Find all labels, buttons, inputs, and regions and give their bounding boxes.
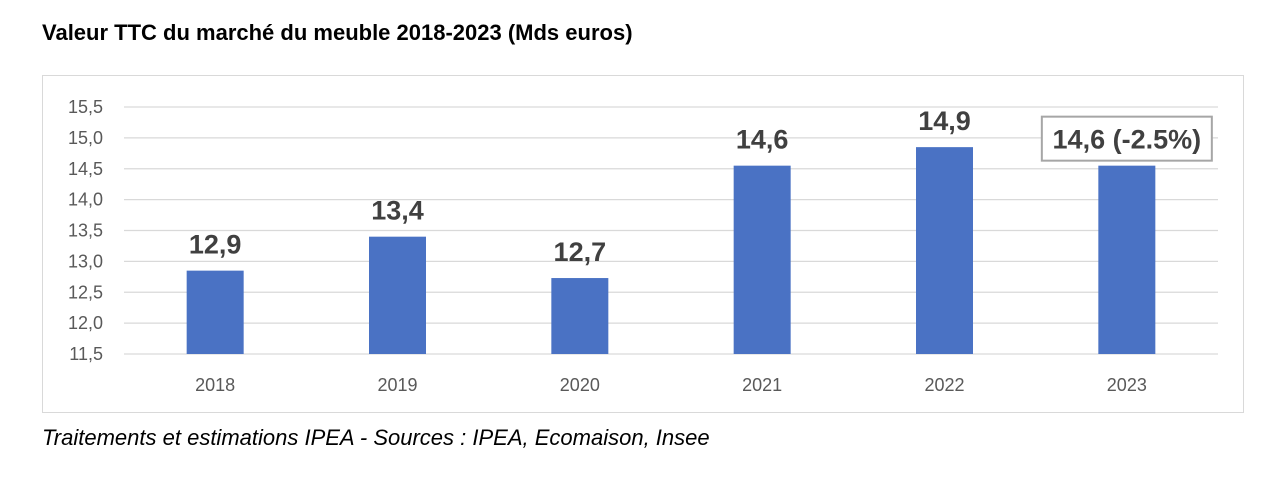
bar-2018 (186, 270, 244, 354)
y-tick-label: 11,5 (69, 344, 103, 364)
bar-2021 (733, 165, 791, 354)
x-tick-label: 2019 (377, 375, 417, 395)
y-tick-label: 13,5 (68, 221, 103, 241)
y-axis-ticks: 11,5 12,0 12,5 13,0 13,5 14,0 14,5 15,0 15,5 (68, 97, 103, 364)
bar-2019 (369, 236, 426, 354)
y-tick-label: 14,5 (68, 159, 103, 179)
x-axis-ticks: 2018 2019 2020 2021 2022 2023 (195, 375, 1147, 395)
x-tick-label: 2023 (1107, 375, 1147, 395)
x-tick-label: 2018 (195, 375, 235, 395)
data-label-2018: 12,9 (189, 230, 242, 260)
source-note: Traitements et estimations IPEA - Source… (42, 425, 710, 450)
x-tick-label: 2021 (742, 375, 782, 395)
y-tick-label: 12,5 (68, 282, 103, 302)
y-tick-label: 15,0 (68, 128, 103, 148)
x-tick-label: 2022 (924, 375, 964, 395)
y-tick-label: 13,0 (68, 251, 103, 271)
gridlines (124, 106, 1218, 355)
bars (186, 147, 1156, 354)
data-label-box (1040, 115, 1213, 162)
data-label-2020: 12,7 (554, 237, 607, 267)
y-tick-label: 14,0 (68, 190, 103, 210)
data-label-2021: 14,6 (736, 125, 789, 155)
data-label-2023: 14,6 (-2.5%) (1053, 125, 1202, 155)
bar-2020 (551, 278, 609, 354)
chart-title: Valeur TTC du marché du meuble 2018-2023… (42, 20, 633, 45)
y-tick-label: 12,0 (68, 313, 103, 333)
data-label-2022: 14,9 (918, 106, 971, 136)
bar-2022 (916, 147, 973, 354)
data-labels: 12,9 13,4 12,7 14,6 14,9 14,6 (-2.5%) (189, 106, 1213, 267)
x-tick-label: 2020 (560, 375, 600, 395)
data-label-2019: 13,4 (371, 196, 424, 226)
y-tick-label: 15,5 (68, 97, 103, 117)
bar-2023 (1098, 165, 1156, 354)
